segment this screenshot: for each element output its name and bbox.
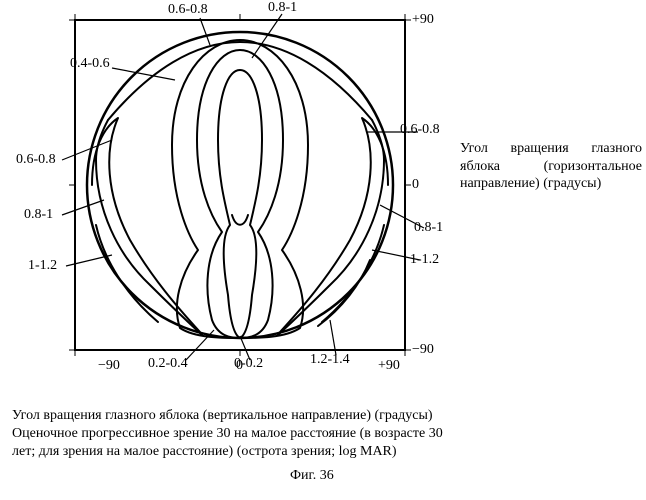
caption-line-1: Угол вращения глазного яблока (вертикаль… xyxy=(12,408,433,424)
caption-line-3: лет; для зрения на малое расстояние) (ос… xyxy=(12,444,397,460)
callout-04-06: 0.4-0.6 xyxy=(70,56,110,72)
figure-stage: +90 0 −90 −90 0 +90 0.4-0.6 0.6-0.8 0.8-… xyxy=(0,0,646,500)
lens-boundary xyxy=(87,32,393,338)
callout-b-0-02: 0-0.2 xyxy=(234,356,263,372)
callout-t-08-1: 0.8-1 xyxy=(268,0,297,16)
contours xyxy=(92,40,388,338)
y-axis-label: Угол вращения глазного яблока (горизонта… xyxy=(460,140,642,193)
x-tick-neg90: −90 xyxy=(98,358,120,374)
y-tick-neg90: −90 xyxy=(412,342,434,358)
x-tick-pos90: +90 xyxy=(378,358,400,374)
callout-t-06-08: 0.6-0.8 xyxy=(168,2,208,18)
callout-l-06-08: 0.6-0.8 xyxy=(16,152,56,168)
callout-r-1-12: 1-1.2 xyxy=(410,252,439,268)
figure-number: Фиг. 36 xyxy=(290,468,334,484)
caption-line-2: Оценочное прогрессивное зрение 30 на мал… xyxy=(12,426,443,442)
y-tick-0: 0 xyxy=(412,177,419,193)
callout-l-08-1: 0.8-1 xyxy=(24,207,53,223)
callout-r-08-1: 0.8-1 xyxy=(414,220,443,236)
callout-r-06-08: 0.6-0.8 xyxy=(400,122,440,138)
callout-l-1-12: 1-1.2 xyxy=(28,258,57,274)
contour-plot xyxy=(0,0,646,500)
y-tick-pos90: +90 xyxy=(412,12,434,28)
callout-b-02-04: 0.2-0.4 xyxy=(148,356,188,372)
callout-b-12-14: 1.2-1.4 xyxy=(310,352,350,368)
leader-lines xyxy=(62,14,424,360)
